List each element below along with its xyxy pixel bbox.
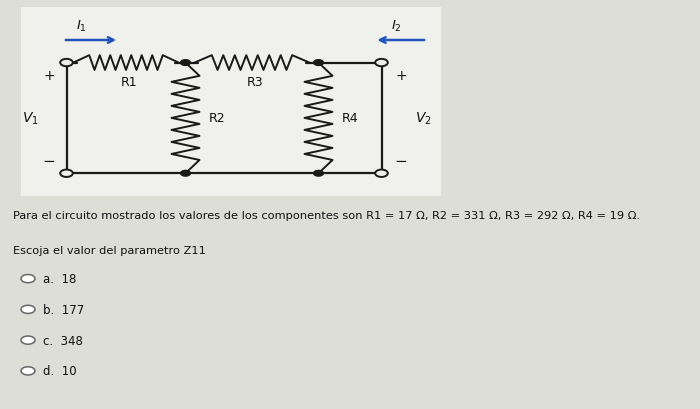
- Circle shape: [314, 171, 323, 177]
- Circle shape: [181, 61, 190, 66]
- Circle shape: [375, 170, 388, 178]
- Circle shape: [21, 275, 35, 283]
- Text: $V_1$: $V_1$: [22, 110, 38, 127]
- Text: Para el circuito mostrado los valores de los componentes son R1 = 17 Ω, R2 = 331: Para el circuito mostrado los valores de…: [13, 211, 640, 220]
- Text: d.  10: d. 10: [43, 364, 77, 378]
- Text: $V_2$: $V_2$: [415, 110, 432, 127]
- Text: R1: R1: [121, 75, 138, 88]
- FancyBboxPatch shape: [21, 8, 441, 196]
- Text: b.  177: b. 177: [43, 303, 85, 316]
- Text: −: −: [395, 154, 407, 169]
- Text: c.  348: c. 348: [43, 334, 83, 347]
- Text: −: −: [43, 154, 55, 169]
- Circle shape: [181, 171, 190, 177]
- Text: $I_1$: $I_1$: [76, 18, 88, 34]
- Text: $I_2$: $I_2$: [391, 18, 402, 34]
- Circle shape: [60, 170, 73, 178]
- Circle shape: [375, 60, 388, 67]
- Text: R2: R2: [209, 112, 225, 125]
- Text: +: +: [43, 69, 55, 83]
- Text: R3: R3: [247, 75, 264, 88]
- Text: +: +: [395, 69, 407, 83]
- Circle shape: [21, 336, 35, 344]
- Circle shape: [21, 306, 35, 314]
- Text: a.  18: a. 18: [43, 272, 77, 285]
- Circle shape: [314, 61, 323, 66]
- Circle shape: [60, 60, 73, 67]
- Circle shape: [21, 367, 35, 375]
- Text: Escoja el valor del parametro Z11: Escoja el valor del parametro Z11: [13, 245, 206, 255]
- Text: R4: R4: [342, 112, 358, 125]
